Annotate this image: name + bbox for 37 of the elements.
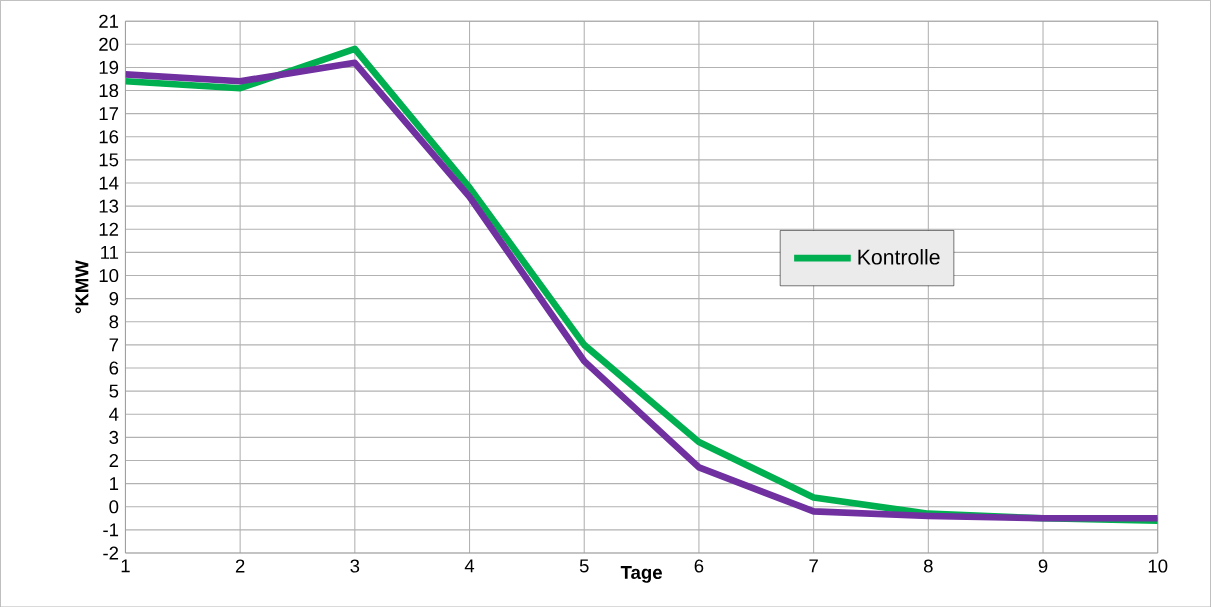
y-tick-label: 8: [109, 314, 119, 329]
y-tick-label: 19: [99, 60, 119, 74]
y-tick-label: 20: [99, 37, 119, 51]
y-tick-label: 10: [99, 268, 119, 282]
x-axis-title: Tage: [620, 565, 662, 583]
y-tick-label: 6: [109, 361, 119, 375]
y-tick-label: 7: [109, 338, 119, 352]
y-tick-label: -1: [103, 523, 119, 537]
y-tick-label: 1: [110, 477, 119, 490]
x-tick-label: 6: [694, 559, 704, 573]
legend-label: Kontrolle: [858, 248, 940, 265]
y-tick-label: 3: [109, 430, 119, 444]
x-tick-label: 9: [1038, 559, 1048, 573]
y-tick-label: 14: [99, 176, 119, 190]
y-tick-label: 0: [109, 499, 119, 514]
y-tick-label: 21: [99, 14, 119, 28]
x-tick-label: 4: [464, 559, 475, 573]
y-tick-label: 5: [109, 384, 119, 398]
y-tick-label: 2: [109, 453, 119, 467]
x-tick-label: 8: [923, 559, 933, 573]
x-tick-label: 2: [235, 559, 245, 573]
y-tick-label: 18: [99, 83, 119, 97]
x-tick-label: 1: [121, 559, 130, 573]
y-tick-label: 11: [101, 245, 119, 259]
y-tick-label: 13: [99, 199, 119, 213]
x-tick-label: 10: [1148, 559, 1168, 573]
y-tick-label: 12: [99, 222, 119, 236]
y-tick-label: -2: [103, 546, 119, 560]
x-tick-label: 3: [350, 559, 360, 573]
y-tick-label: 16: [99, 130, 119, 144]
x-tick-label: 5: [579, 559, 589, 573]
x-tick-label: 7: [809, 559, 818, 573]
y-tick-label: 9: [109, 291, 119, 306]
y-axis-title: °KMW: [75, 259, 89, 314]
y-tick-label: 4: [109, 407, 119, 421]
y-tick-label: 15: [99, 153, 119, 167]
y-tick-label: 17: [99, 107, 119, 120]
